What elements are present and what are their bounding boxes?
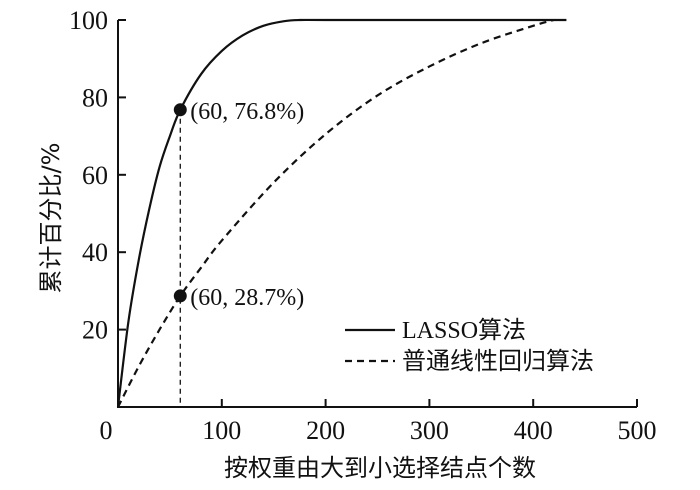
y-tick-label: 40 — [82, 238, 108, 267]
legend-label-linear: 普通线性回归算法 — [402, 348, 594, 375]
series-line-linear-regression — [117, 18, 555, 408]
annotation-label: (60, 76.8%) — [190, 99, 304, 125]
markers: (60, 76.8%) (60, 28.7%) — [173, 99, 304, 311]
series-group — [116, 18, 567, 408]
ticks: 0 100 200 300 400 500 20 40 60 80 100 — [69, 6, 657, 445]
y-tick-label: 60 — [82, 161, 108, 190]
y-axis-title: 累计百分比/% — [37, 143, 65, 294]
series-line-lasso — [116, 18, 567, 408]
legend-label-lasso: LASSO算法 — [402, 317, 526, 344]
annotation-label: (60, 28.7%) — [190, 285, 304, 311]
x-tick-label: 200 — [306, 416, 345, 445]
x-tick-label: 0 — [100, 416, 113, 445]
annotation-point — [173, 289, 187, 303]
x-axis-title: 按权重由大到小选择结点个数 — [224, 454, 536, 482]
x-tick-label: 100 — [202, 416, 241, 445]
axes — [117, 20, 637, 408]
x-tick-label: 500 — [618, 416, 657, 445]
legend: LASSO算法 普通线性回归算法 — [345, 317, 594, 375]
y-tick-label: 20 — [82, 316, 108, 345]
annotation-point — [173, 103, 187, 117]
y-tick-label: 80 — [82, 83, 108, 112]
x-tick-label: 300 — [410, 416, 449, 445]
x-tick-label: 400 — [514, 416, 553, 445]
y-tick-label: 100 — [69, 6, 108, 35]
